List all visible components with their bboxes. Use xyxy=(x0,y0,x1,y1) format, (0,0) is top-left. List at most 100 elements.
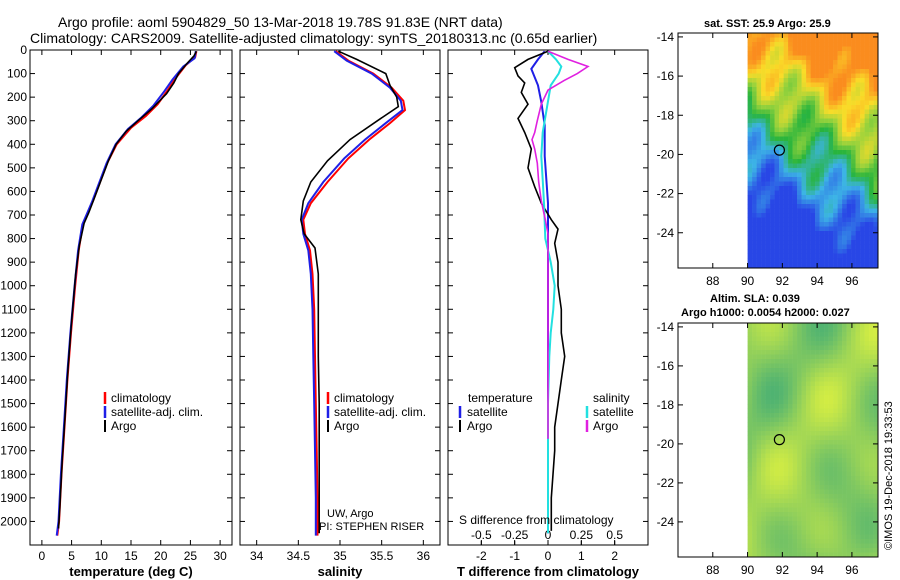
heatmap-cell xyxy=(765,489,771,495)
heatmap-cell xyxy=(756,521,762,526)
heatmap-cell xyxy=(846,449,852,454)
heatmap-cell xyxy=(810,507,816,513)
y-tick-label: 1300 xyxy=(0,349,27,363)
heatmap-cell xyxy=(864,503,870,508)
heatmap-cell xyxy=(851,516,856,522)
heatmap-cell xyxy=(819,190,825,196)
heatmap-cell xyxy=(851,476,856,481)
heatmap-cell xyxy=(819,512,825,517)
heatmap-cell xyxy=(770,78,775,83)
pi-line1: UW, Argo xyxy=(327,508,373,520)
heatmap-cell xyxy=(779,408,784,414)
heatmap-cell xyxy=(788,530,793,535)
heatmap-cell xyxy=(774,323,780,328)
heatmap-cell xyxy=(833,91,838,97)
heatmap-cell xyxy=(792,471,798,477)
heatmap-cell xyxy=(833,208,838,214)
heatmap-cell xyxy=(851,235,856,241)
heatmap-cell xyxy=(801,186,807,191)
heatmap-cell xyxy=(788,235,793,241)
heatmap-cell xyxy=(828,217,834,223)
heatmap-cell xyxy=(806,341,811,346)
heatmap-cell xyxy=(810,150,816,155)
heatmap-cell xyxy=(770,453,775,459)
heatmap-cell xyxy=(846,399,852,405)
heatmap-cell xyxy=(797,154,802,160)
heatmap-cell xyxy=(797,458,802,463)
heatmap-cell xyxy=(788,359,793,364)
heatmap-cell xyxy=(815,516,820,522)
heatmap-cell xyxy=(860,363,865,369)
heatmap-cell xyxy=(846,78,852,83)
heatmap-cell xyxy=(806,253,811,259)
plot-frame xyxy=(239,49,441,546)
heatmap-cell xyxy=(819,354,825,360)
heatmap-cell xyxy=(851,181,856,187)
heatmap-cell xyxy=(801,69,807,74)
heatmap-cell xyxy=(815,539,820,544)
heatmap-cell xyxy=(810,78,816,83)
heatmap-cell xyxy=(774,253,780,259)
heatmap-cell xyxy=(792,181,798,187)
heatmap-cell xyxy=(765,332,771,337)
heatmap-cell xyxy=(779,462,784,468)
heatmap-cell xyxy=(869,168,874,173)
y-tick-label: 2000 xyxy=(0,514,27,528)
heatmap-cell xyxy=(824,435,829,441)
heatmap-cell xyxy=(756,516,762,522)
heatmap-cell xyxy=(864,417,870,423)
heatmap-cell xyxy=(792,87,798,92)
heatmap-cell xyxy=(752,249,757,254)
heatmap-cell xyxy=(824,525,829,531)
heatmap-cell xyxy=(837,476,843,481)
heatmap-cell xyxy=(806,82,811,88)
heatmap-cell xyxy=(788,190,793,196)
heatmap-cell xyxy=(855,204,861,209)
heatmap-cell xyxy=(873,336,879,342)
heatmap-cell xyxy=(828,244,834,250)
heatmap-cell xyxy=(819,363,825,369)
heatmap-cell xyxy=(792,100,798,106)
heatmap-cell xyxy=(824,172,829,178)
heatmap-cell xyxy=(860,507,865,513)
heatmap-cell xyxy=(846,262,852,268)
heatmap-cell xyxy=(752,204,757,209)
x-tick-label: 2 xyxy=(611,549,618,563)
heatmap-cell xyxy=(815,159,820,164)
heatmap-cell xyxy=(869,390,874,396)
heatmap-cell xyxy=(846,60,852,65)
heatmap-cell xyxy=(833,60,838,65)
heatmap-cell xyxy=(860,109,865,115)
heatmap-cell xyxy=(801,507,807,513)
heatmap-cell xyxy=(873,226,879,232)
heatmap-cell xyxy=(806,37,811,43)
heatmap-cell xyxy=(833,177,838,182)
heatmap-cell xyxy=(819,390,825,396)
heatmap-cell xyxy=(819,377,825,382)
heatmap-cell xyxy=(819,136,825,142)
y-tick-label: 1500 xyxy=(0,397,27,411)
heatmap-cell xyxy=(774,154,780,160)
heatmap-cell xyxy=(855,480,861,486)
heatmap-cell xyxy=(788,548,793,553)
heatmap-cell xyxy=(752,399,757,405)
heatmap-cell xyxy=(797,145,802,151)
heatmap-cell xyxy=(774,105,780,110)
heatmap-cell xyxy=(815,507,820,513)
heatmap-cell xyxy=(779,489,784,495)
heatmap-cell xyxy=(783,87,789,92)
heatmap-cell xyxy=(752,435,757,441)
heatmap-cell xyxy=(765,471,771,477)
heatmap-cell xyxy=(846,168,852,173)
heatmap-cell xyxy=(828,345,834,351)
heatmap-cell xyxy=(756,231,762,236)
heatmap-cell xyxy=(842,55,847,61)
heatmap-cell xyxy=(855,440,861,445)
heatmap-cell xyxy=(833,404,838,409)
y-tick-label: 700 xyxy=(7,208,27,222)
heatmap-cell xyxy=(788,417,793,423)
heatmap-cell xyxy=(761,145,766,151)
heatmap-cell xyxy=(801,150,807,155)
heatmap-cell xyxy=(860,231,865,236)
heatmap-cell xyxy=(747,507,753,513)
